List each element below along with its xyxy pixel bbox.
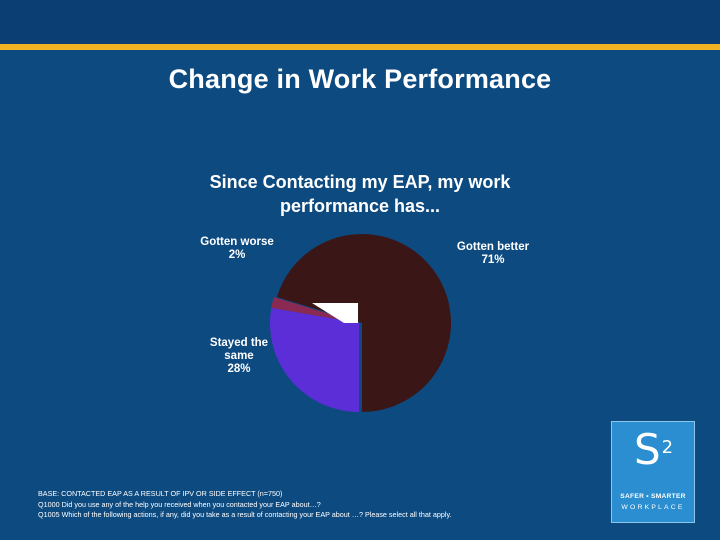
label-stayed-same: Stayed the same 28% xyxy=(196,337,282,376)
pie-gap xyxy=(312,303,358,323)
label-gotten-better-name: Gotten better xyxy=(456,241,530,253)
label-stayed-same-pct: 28% xyxy=(227,363,251,375)
header-band xyxy=(0,0,720,44)
label-stayed-same-line-1: Stayed the xyxy=(209,337,269,349)
accent-line xyxy=(0,44,720,50)
slice-gotten-better xyxy=(276,233,452,412)
footnotes: BASE: CONTACTED EAP AS A RESULT OF IPV O… xyxy=(38,489,452,521)
company-logo: S2 SAFER • SMARTER WORKPLACE xyxy=(611,421,695,523)
label-gotten-worse: Gotten worse 2% xyxy=(192,236,282,262)
footnote-q1000: Q1000 Did you use any of the help you re… xyxy=(38,499,321,509)
label-stayed-same-line-2: same xyxy=(224,350,254,362)
label-gotten-better-pct: 71% xyxy=(481,254,505,266)
chart-title: Since Contacting my EAP, my work perform… xyxy=(160,170,560,218)
label-gotten-worse-pct: 2% xyxy=(228,249,246,261)
slide-title: Change in Work Performance xyxy=(168,64,552,94)
label-gotten-better: Gotten better 71% xyxy=(448,241,538,267)
logo-tagline: SAFER • SMARTER xyxy=(620,493,686,500)
logo-letter: S xyxy=(633,425,661,474)
slice-stayed-same xyxy=(270,307,359,412)
logo-wordmark: WORKPLACE xyxy=(621,504,685,511)
logo-superscript: 2 xyxy=(661,437,674,458)
chart-title-line-1: Since Contacting my EAP, my work xyxy=(209,172,511,192)
footnote-q1005: Q1005 Which of the following actions, if… xyxy=(38,510,452,519)
label-gotten-worse-name: Gotten worse xyxy=(200,236,274,248)
footnote-base: BASE: CONTACTED EAP AS A RESULT OF IPV O… xyxy=(38,489,283,498)
chart-title-line-2: performance has... xyxy=(279,196,441,216)
logo-mark: S2 xyxy=(612,428,694,472)
